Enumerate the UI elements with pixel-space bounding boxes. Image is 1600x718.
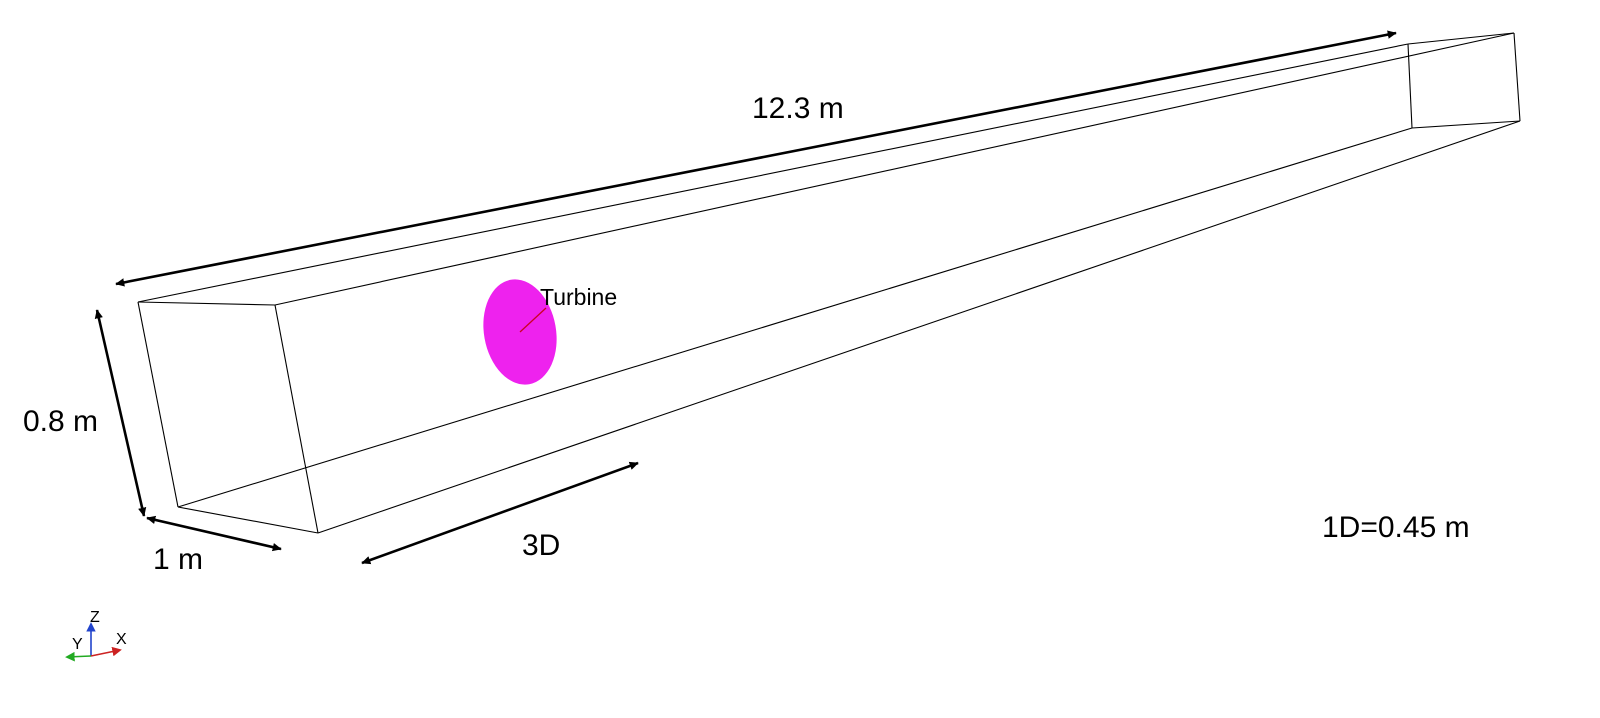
long-edge-top-left <box>137 43 1409 303</box>
x-axis-label: X <box>116 631 127 648</box>
z-axis-label: Z <box>90 609 100 626</box>
dimension-arrows <box>94 30 1397 565</box>
x-axis-line <box>90 646 122 657</box>
far-face-top-edge <box>1407 32 1515 45</box>
spacing-label: 3D <box>522 529 560 562</box>
width-dimension-arrow <box>146 515 282 552</box>
near-face-left-edge <box>137 301 179 508</box>
axes-triad: Z Y X <box>65 609 127 662</box>
turbine-label: Turbine <box>540 284 617 310</box>
far-face-bottom-edge <box>1411 120 1521 129</box>
long-edge-top-right <box>274 32 1515 306</box>
turbine: Turbine <box>483 279 617 385</box>
width-label: 1 m <box>153 543 203 576</box>
height-dimension-arrow <box>94 309 147 517</box>
near-face-right-edge <box>274 304 319 534</box>
y-axis-label: Y <box>72 636 83 653</box>
near-face-top-edge <box>137 301 276 306</box>
length-dimension-arrow <box>115 30 1397 287</box>
far-face-right-edge <box>1513 32 1521 122</box>
diameter-note: 1D=0.45 m <box>1322 511 1470 544</box>
length-label: 12.3 m <box>752 92 844 125</box>
height-label: 0.8 m <box>23 405 98 438</box>
spacing-dimension-arrow <box>361 461 639 565</box>
far-face-left-edge <box>1407 43 1413 129</box>
y-axis-line <box>65 651 92 662</box>
long-edge-bottom-left <box>177 127 1413 508</box>
turbine-leader-line <box>519 307 547 333</box>
